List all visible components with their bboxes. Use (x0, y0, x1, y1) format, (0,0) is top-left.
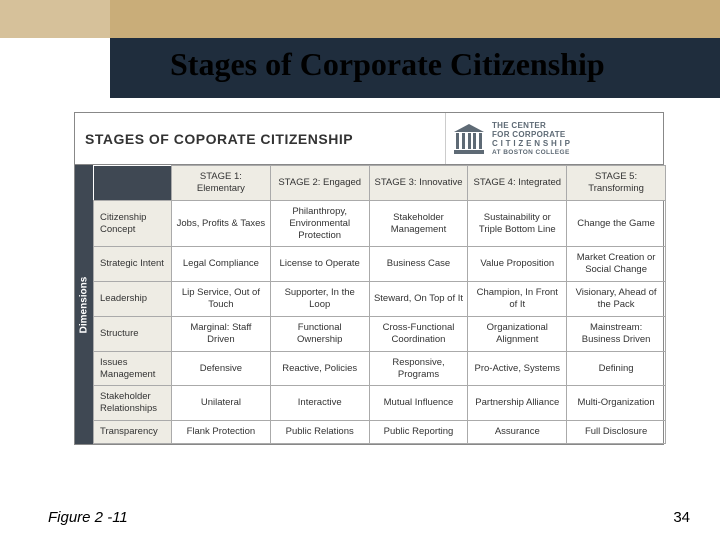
row-header: Citizenship Concept (94, 200, 172, 247)
table-row: TransparencyFlank ProtectionPublic Relat… (94, 421, 666, 444)
logo-line-4: AT BOSTON COLLEGE (492, 149, 570, 156)
table-cell: Business Case (369, 247, 468, 282)
table-cell: Visionary, Ahead of the Pack (567, 282, 666, 317)
col-header: STAGE 1: Elementary (172, 166, 271, 201)
table-row: LeadershipLip Service, Out of TouchSuppo… (94, 282, 666, 317)
col-header: STAGE 5: Transforming (567, 166, 666, 201)
table-cell: Supporter, In the Loop (270, 282, 369, 317)
table-cell: Value Proposition (468, 247, 567, 282)
figure-header-title: STAGES OF COPORATE CITIZENSHIP (75, 131, 445, 147)
table-cell: Marginal: Staff Driven (172, 316, 271, 351)
figure-container: STAGES OF COPORATE CITIZENSHIP THE CENTE… (74, 112, 664, 445)
dimensions-rail-label: Dimensions (79, 276, 90, 333)
table-cell: Mutual Influence (369, 386, 468, 421)
table-cell: Defensive (172, 351, 271, 386)
table-row: Citizenship ConceptJobs, Profits & Taxes… (94, 200, 666, 247)
row-header: Stakeholder Relationships (94, 386, 172, 421)
table-cell: Champion, In Front of It (468, 282, 567, 317)
slide-title: Stages of Corporate Citizenship (170, 46, 605, 83)
col-header: STAGE 4: Integrated (468, 166, 567, 201)
table-cell: Interactive (270, 386, 369, 421)
table-cell: Pro-Active, Systems (468, 351, 567, 386)
table-cell: Market Creation or Social Change (567, 247, 666, 282)
table-row: StructureMarginal: Staff DrivenFunctiona… (94, 316, 666, 351)
table-cell: Sustainability or Triple Bottom Line (468, 200, 567, 247)
table-cell: Functional Ownership (270, 316, 369, 351)
table-cell: Full Disclosure (567, 421, 666, 444)
stages-table-body: Citizenship ConceptJobs, Profits & Taxes… (94, 200, 666, 443)
figure-body: Dimensions STAGE 1: Elementary STAGE 2: … (75, 165, 663, 444)
col-header: STAGE 3: Innovative (369, 166, 468, 201)
building-icon (452, 124, 486, 154)
table-cell: Partnership Alliance (468, 386, 567, 421)
stages-table: STAGE 1: Elementary STAGE 2: Engaged STA… (93, 165, 666, 444)
table-row: Stakeholder RelationshipsUnilateralInter… (94, 386, 666, 421)
table-row: Issues ManagementDefensiveReactive, Poli… (94, 351, 666, 386)
row-header: Issues Management (94, 351, 172, 386)
dimensions-rail: Dimensions (75, 165, 93, 444)
table-cell: Lip Service, Out of Touch (172, 282, 271, 317)
row-header: Transparency (94, 421, 172, 444)
logo-line-3: C I T I Z E N S H I P (492, 139, 570, 148)
table-cell: Jobs, Profits & Taxes (172, 200, 271, 247)
top-band-accent (0, 0, 110, 38)
table-cell: Public Reporting (369, 421, 468, 444)
table-cell: Mainstream: Business Driven (567, 316, 666, 351)
col-header: STAGE 2: Engaged (270, 166, 369, 201)
figure-header: STAGES OF COPORATE CITIZENSHIP THE CENTE… (75, 113, 663, 165)
table-cell: Cross-Functional Coordination (369, 316, 468, 351)
table-cell: Defining (567, 351, 666, 386)
logo-line-2: FOR CORPORATE (492, 130, 570, 139)
table-corner (94, 166, 172, 201)
table-cell: Assurance (468, 421, 567, 444)
row-header: Leadership (94, 282, 172, 317)
page-number: 34 (673, 509, 690, 526)
table-cell: Change the Game (567, 200, 666, 247)
row-header: Structure (94, 316, 172, 351)
table-row: Strategic IntentLegal ComplianceLicense … (94, 247, 666, 282)
figure-label: Figure 2 -11 (48, 509, 128, 526)
table-cell: Philanthropy, Environmental Protection (270, 200, 369, 247)
table-cell: Public Relations (270, 421, 369, 444)
table-cell: Steward, On Top of It (369, 282, 468, 317)
row-header: Strategic Intent (94, 247, 172, 282)
table-cell: Reactive, Policies (270, 351, 369, 386)
table-cell: Multi-Organization (567, 386, 666, 421)
table-cell: Stakeholder Management (369, 200, 468, 247)
table-cell: Flank Protection (172, 421, 271, 444)
table-cell: Unilateral (172, 386, 271, 421)
stages-table-head: STAGE 1: Elementary STAGE 2: Engaged STA… (94, 166, 666, 201)
table-cell: License to Operate (270, 247, 369, 282)
table-cell: Organizational Alignment (468, 316, 567, 351)
table-cell: Responsive, Programs (369, 351, 468, 386)
table-cell: Legal Compliance (172, 247, 271, 282)
top-color-band (0, 0, 720, 38)
center-logo: THE CENTER FOR CORPORATE C I T I Z E N S… (445, 113, 663, 164)
center-logo-text: THE CENTER FOR CORPORATE C I T I Z E N S… (492, 121, 570, 156)
logo-line-1: THE CENTER (492, 121, 570, 130)
